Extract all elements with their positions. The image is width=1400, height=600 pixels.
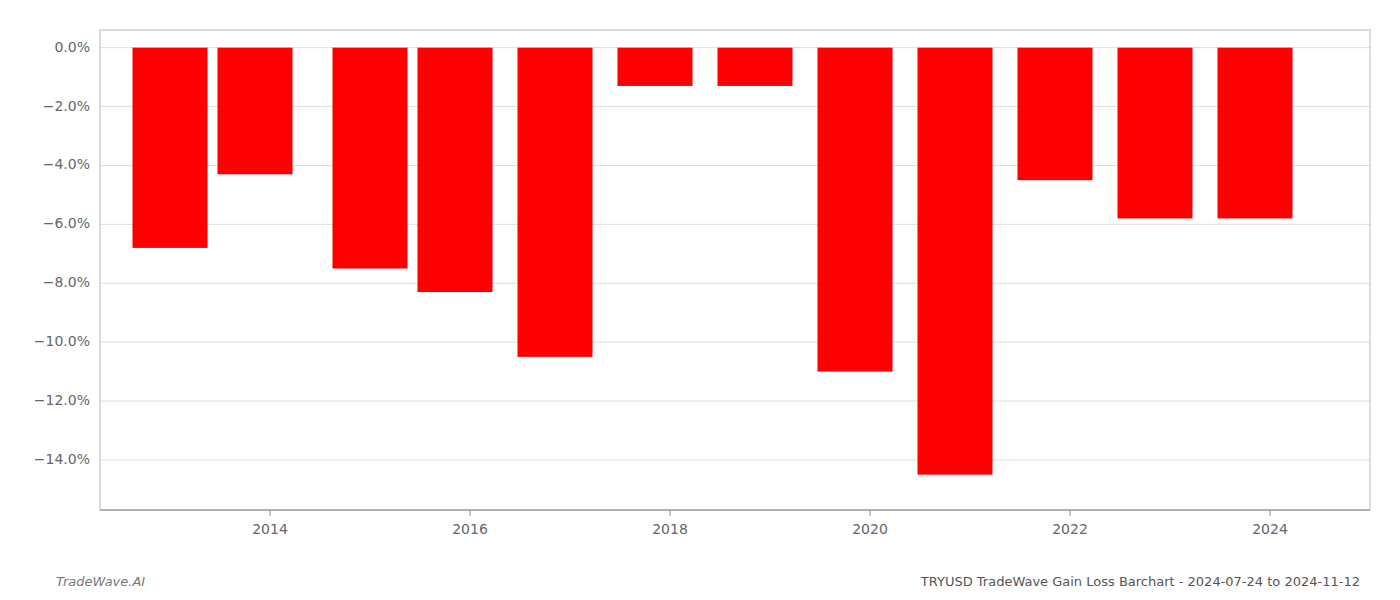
y-tick-label: −10.0%: [34, 333, 90, 349]
grid-line: [100, 401, 1370, 402]
x-tick: [270, 510, 271, 516]
title: TRYUSD TradeWave Gain Loss Barchart - 20…: [920, 574, 1360, 589]
bar: [718, 48, 793, 86]
x-tick-label: 2014: [252, 521, 288, 537]
grid-line: [100, 283, 1370, 284]
x-tick-label: 2024: [1252, 521, 1288, 537]
x-axis-line: [100, 510, 1370, 511]
x-tick-label: 2018: [652, 521, 688, 537]
x-tick-label: 2020: [852, 521, 888, 537]
bar: [218, 48, 293, 175]
bar: [1018, 48, 1093, 181]
x-tick: [670, 510, 671, 516]
x-tick: [1070, 510, 1071, 516]
bars: [133, 48, 1293, 475]
bar: [518, 48, 593, 357]
bar: [1118, 48, 1193, 219]
x-tick: [470, 510, 471, 516]
x-tick-label: 2016: [452, 521, 488, 537]
bar: [333, 48, 408, 269]
bar: [418, 48, 493, 292]
y-tick-label: −6.0%: [43, 215, 90, 231]
bar: [1218, 48, 1293, 219]
y-tick-label: −4.0%: [43, 156, 90, 172]
grid-line: [100, 342, 1370, 343]
x-tick: [870, 510, 871, 516]
chart: 0.0% −2.0% −4.0% −6.0% −8.0% −10.0% −12.0% −14.…: [0, 0, 1400, 600]
grid-line: [100, 224, 1370, 225]
x-tick: [1270, 510, 1271, 516]
bar: [818, 48, 893, 372]
x-axis: 2014 2016 2018 2020 2022 2024: [100, 510, 1370, 537]
y-tick-label: −2.0%: [43, 98, 90, 114]
bar: [133, 48, 208, 248]
y-tick-label: −8.0%: [43, 274, 90, 290]
y-tick-label: −14.0%: [34, 451, 90, 467]
y-tick-label: 0.0%: [54, 39, 90, 55]
x-tick-label: 2022: [1052, 521, 1088, 537]
plot-frame: [100, 30, 1370, 510]
grid-line: [100, 459, 1370, 460]
bar: [618, 48, 693, 86]
watermark: TradeWave.AI: [56, 574, 145, 589]
bar: [918, 48, 993, 475]
y-grid: [100, 48, 1370, 460]
y-axis: 0.0% −2.0% −4.0% −6.0% −8.0% −10.0% −12.0% −14.…: [34, 39, 90, 467]
y-tick-label: −12.0%: [34, 392, 90, 408]
